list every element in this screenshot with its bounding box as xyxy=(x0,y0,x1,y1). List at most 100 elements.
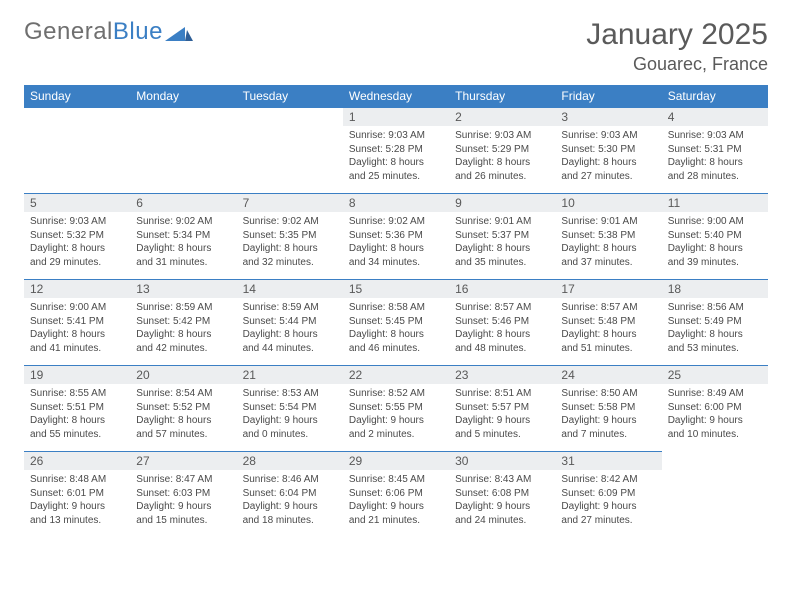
day-details: Sunrise: 9:02 AMSunset: 5:35 PMDaylight:… xyxy=(237,212,343,273)
sunset-line: Sunset: 6:08 PM xyxy=(455,487,549,501)
sunrise-line: Sunrise: 9:03 AM xyxy=(561,129,655,143)
day-details: Sunrise: 8:47 AMSunset: 6:03 PMDaylight:… xyxy=(130,470,236,531)
sunset-line: Sunset: 6:00 PM xyxy=(668,401,762,415)
sunrise-line: Sunrise: 9:02 AM xyxy=(136,215,230,229)
calendar-day-cell: 23Sunrise: 8:51 AMSunset: 5:57 PMDayligh… xyxy=(449,366,555,452)
daylight-line: Daylight: 9 hours and 0 minutes. xyxy=(243,414,337,441)
daylight-line: Daylight: 8 hours and 25 minutes. xyxy=(349,156,443,183)
calendar-day-cell: 26Sunrise: 8:48 AMSunset: 6:01 PMDayligh… xyxy=(24,452,130,538)
calendar-day-cell: 31Sunrise: 8:42 AMSunset: 6:09 PMDayligh… xyxy=(555,452,661,538)
sunset-line: Sunset: 5:28 PM xyxy=(349,143,443,157)
sunset-line: Sunset: 5:34 PM xyxy=(136,229,230,243)
calendar-day-cell: 12Sunrise: 9:00 AMSunset: 5:41 PMDayligh… xyxy=(24,280,130,366)
daylight-line: Daylight: 8 hours and 44 minutes. xyxy=(243,328,337,355)
day-details: Sunrise: 8:52 AMSunset: 5:55 PMDaylight:… xyxy=(343,384,449,445)
sunset-line: Sunset: 6:03 PM xyxy=(136,487,230,501)
sunset-line: Sunset: 5:48 PM xyxy=(561,315,655,329)
sunset-line: Sunset: 5:51 PM xyxy=(30,401,124,415)
daylight-line: Daylight: 8 hours and 37 minutes. xyxy=(561,242,655,269)
daylight-line: Daylight: 8 hours and 35 minutes. xyxy=(455,242,549,269)
day-details: Sunrise: 8:55 AMSunset: 5:51 PMDaylight:… xyxy=(24,384,130,445)
daylight-line: Daylight: 9 hours and 24 minutes. xyxy=(455,500,549,527)
day-details: Sunrise: 9:03 AMSunset: 5:31 PMDaylight:… xyxy=(662,126,768,187)
sunrise-line: Sunrise: 8:48 AM xyxy=(30,473,124,487)
weekday-header: Tuesday xyxy=(237,85,343,108)
calendar-day-cell: 15Sunrise: 8:58 AMSunset: 5:45 PMDayligh… xyxy=(343,280,449,366)
calendar-week-row: 5Sunrise: 9:03 AMSunset: 5:32 PMDaylight… xyxy=(24,194,768,280)
day-details: Sunrise: 9:02 AMSunset: 5:36 PMDaylight:… xyxy=(343,212,449,273)
sunrise-line: Sunrise: 9:02 AM xyxy=(243,215,337,229)
daylight-line: Daylight: 8 hours and 27 minutes. xyxy=(561,156,655,183)
calendar-day-cell: 7Sunrise: 9:02 AMSunset: 5:35 PMDaylight… xyxy=(237,194,343,280)
sunrise-line: Sunrise: 8:59 AM xyxy=(136,301,230,315)
day-number: 28 xyxy=(237,452,343,470)
sunset-line: Sunset: 5:41 PM xyxy=(30,315,124,329)
daylight-line: Daylight: 9 hours and 5 minutes. xyxy=(455,414,549,441)
daylight-line: Daylight: 9 hours and 21 minutes. xyxy=(349,500,443,527)
calendar-day-cell: 17Sunrise: 8:57 AMSunset: 5:48 PMDayligh… xyxy=(555,280,661,366)
day-details: Sunrise: 9:00 AMSunset: 5:40 PMDaylight:… xyxy=(662,212,768,273)
calendar-week-row: 26Sunrise: 8:48 AMSunset: 6:01 PMDayligh… xyxy=(24,452,768,538)
daylight-line: Daylight: 8 hours and 57 minutes. xyxy=(136,414,230,441)
calendar-day-cell: 10Sunrise: 9:01 AMSunset: 5:38 PMDayligh… xyxy=(555,194,661,280)
day-number: 31 xyxy=(555,452,661,470)
weekday-header: Wednesday xyxy=(343,85,449,108)
sunset-line: Sunset: 5:38 PM xyxy=(561,229,655,243)
day-details: Sunrise: 8:45 AMSunset: 6:06 PMDaylight:… xyxy=(343,470,449,531)
day-number: 9 xyxy=(449,194,555,212)
sunset-line: Sunset: 5:32 PM xyxy=(30,229,124,243)
day-number: 17 xyxy=(555,280,661,298)
day-number: 3 xyxy=(555,108,661,126)
calendar-day-cell: 19Sunrise: 8:55 AMSunset: 5:51 PMDayligh… xyxy=(24,366,130,452)
sunrise-line: Sunrise: 8:56 AM xyxy=(668,301,762,315)
day-number: 4 xyxy=(662,108,768,126)
day-number: 27 xyxy=(130,452,236,470)
daylight-line: Daylight: 8 hours and 41 minutes. xyxy=(30,328,124,355)
day-details: Sunrise: 8:59 AMSunset: 5:42 PMDaylight:… xyxy=(130,298,236,359)
calendar-day-cell: 30Sunrise: 8:43 AMSunset: 6:08 PMDayligh… xyxy=(449,452,555,538)
daylight-line: Daylight: 8 hours and 48 minutes. xyxy=(455,328,549,355)
daylight-line: Daylight: 8 hours and 42 minutes. xyxy=(136,328,230,355)
month-title: January 2025 xyxy=(586,18,768,52)
logo-text-general: General xyxy=(24,18,113,46)
sunrise-line: Sunrise: 8:42 AM xyxy=(561,473,655,487)
daylight-line: Daylight: 8 hours and 55 minutes. xyxy=(30,414,124,441)
calendar-day-cell: 24Sunrise: 8:50 AMSunset: 5:58 PMDayligh… xyxy=(555,366,661,452)
sunrise-line: Sunrise: 8:51 AM xyxy=(455,387,549,401)
day-details: Sunrise: 9:03 AMSunset: 5:28 PMDaylight:… xyxy=(343,126,449,187)
day-number: 16 xyxy=(449,280,555,298)
daylight-line: Daylight: 8 hours and 34 minutes. xyxy=(349,242,443,269)
sunrise-line: Sunrise: 9:03 AM xyxy=(349,129,443,143)
day-details: Sunrise: 8:53 AMSunset: 5:54 PMDaylight:… xyxy=(237,384,343,445)
sunset-line: Sunset: 5:54 PM xyxy=(243,401,337,415)
sunset-line: Sunset: 5:49 PM xyxy=(668,315,762,329)
day-number: 22 xyxy=(343,366,449,384)
day-number: 20 xyxy=(130,366,236,384)
day-details: Sunrise: 8:57 AMSunset: 5:48 PMDaylight:… xyxy=(555,298,661,359)
calendar-day-cell: 25Sunrise: 8:49 AMSunset: 6:00 PMDayligh… xyxy=(662,366,768,452)
sunset-line: Sunset: 6:04 PM xyxy=(243,487,337,501)
day-number: 25 xyxy=(662,366,768,384)
calendar-day-cell: 28Sunrise: 8:46 AMSunset: 6:04 PMDayligh… xyxy=(237,452,343,538)
day-details: Sunrise: 9:03 AMSunset: 5:32 PMDaylight:… xyxy=(24,212,130,273)
calendar-week-row: 12Sunrise: 9:00 AMSunset: 5:41 PMDayligh… xyxy=(24,280,768,366)
weekday-header: Sunday xyxy=(24,85,130,108)
day-details: Sunrise: 8:49 AMSunset: 6:00 PMDaylight:… xyxy=(662,384,768,445)
day-details: Sunrise: 8:43 AMSunset: 6:08 PMDaylight:… xyxy=(449,470,555,531)
daylight-line: Daylight: 9 hours and 10 minutes. xyxy=(668,414,762,441)
sunrise-line: Sunrise: 9:01 AM xyxy=(561,215,655,229)
sunrise-line: Sunrise: 8:53 AM xyxy=(243,387,337,401)
day-details: Sunrise: 8:58 AMSunset: 5:45 PMDaylight:… xyxy=(343,298,449,359)
day-number: 26 xyxy=(24,452,130,470)
day-number: 5 xyxy=(24,194,130,212)
logo: GeneralBlue xyxy=(24,18,193,46)
location-subtitle: Gouarec, France xyxy=(586,54,768,75)
logo-mark-icon xyxy=(165,23,193,41)
daylight-line: Daylight: 8 hours and 39 minutes. xyxy=(668,242,762,269)
sunrise-line: Sunrise: 9:01 AM xyxy=(455,215,549,229)
sunrise-line: Sunrise: 9:00 AM xyxy=(668,215,762,229)
day-number: 23 xyxy=(449,366,555,384)
day-number: 11 xyxy=(662,194,768,212)
calendar-day-cell: 2Sunrise: 9:03 AMSunset: 5:29 PMDaylight… xyxy=(449,108,555,194)
day-number: 2 xyxy=(449,108,555,126)
